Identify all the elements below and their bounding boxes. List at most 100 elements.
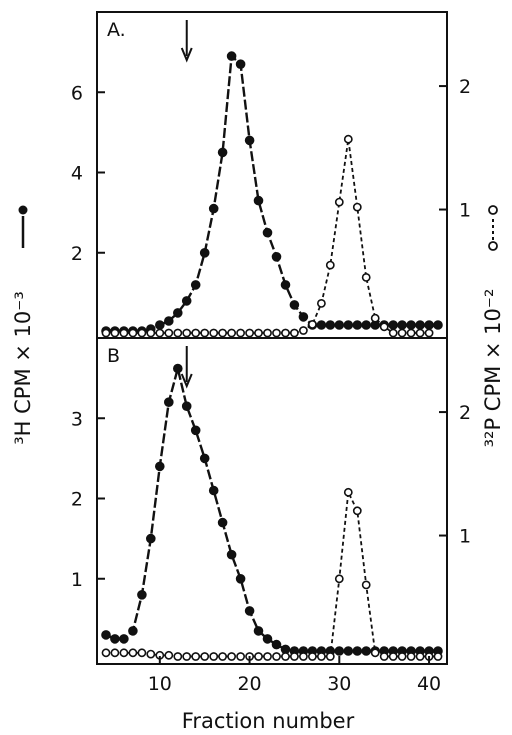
data-point-32p bbox=[388, 328, 398, 338]
data-point-3h bbox=[155, 320, 165, 330]
data-point-32p bbox=[343, 134, 353, 144]
data-point-3h bbox=[119, 634, 129, 644]
data-point-32p bbox=[110, 648, 120, 658]
x-axis-title: Fraction number bbox=[182, 709, 355, 733]
x-tick-label: 40 bbox=[417, 673, 441, 695]
data-point-32p bbox=[298, 652, 308, 661]
data-point-32p bbox=[316, 298, 326, 308]
data-point-32p bbox=[388, 652, 398, 661]
data-point-32p bbox=[155, 328, 165, 338]
data-point-32p bbox=[379, 652, 389, 661]
data-point-32p bbox=[289, 652, 299, 661]
data-point-32p bbox=[146, 649, 156, 659]
data-point-3h bbox=[217, 517, 228, 528]
data-point-3h bbox=[173, 363, 183, 374]
data-point-32p bbox=[415, 328, 425, 338]
right-legend-open-marker-end bbox=[488, 205, 498, 215]
data-point-3h bbox=[280, 280, 291, 290]
panel-b: B 1 2 3 1 2 bbox=[71, 337, 471, 665]
data-point-32p bbox=[164, 328, 174, 338]
data-point-32p bbox=[209, 652, 219, 661]
data-point-32p bbox=[397, 328, 407, 338]
data-point-3h bbox=[226, 549, 237, 560]
data-point-3h bbox=[226, 51, 237, 61]
data-point-32p bbox=[352, 506, 362, 516]
data-point-32p bbox=[137, 648, 147, 658]
data-point-3h bbox=[388, 320, 399, 330]
data-point-3h bbox=[343, 646, 354, 656]
right-axis-legend-symbol bbox=[488, 205, 498, 251]
data-point-32p bbox=[406, 328, 416, 338]
data-point-32p bbox=[334, 197, 344, 207]
data-point-32p bbox=[200, 652, 210, 661]
x-axis: 10 20 30 40 bbox=[148, 656, 441, 695]
data-point-3h bbox=[289, 300, 300, 310]
data-point-32p bbox=[334, 574, 344, 584]
x-tick-label: 30 bbox=[327, 673, 351, 695]
data-point-32p bbox=[164, 650, 174, 660]
data-point-3h bbox=[244, 606, 255, 616]
data-point-32p bbox=[101, 648, 111, 658]
panel-frame bbox=[96, 11, 448, 339]
left-tick-label: 4 bbox=[71, 163, 83, 185]
data-point-32p bbox=[191, 328, 201, 338]
data-point-3h bbox=[343, 320, 354, 330]
data-point-3h bbox=[361, 320, 372, 330]
data-point-32p bbox=[281, 652, 290, 661]
x-tick-label: 10 bbox=[148, 673, 172, 695]
data-point-3h bbox=[164, 316, 174, 326]
data-point-3h bbox=[397, 320, 407, 330]
data-point-32p bbox=[316, 652, 326, 661]
left-axis-title-text: ³H CPM × 10⁻³ bbox=[11, 291, 35, 445]
data-point-32p bbox=[352, 202, 362, 212]
data-point-3h bbox=[262, 227, 273, 238]
data-point-32p bbox=[200, 328, 210, 338]
data-point-3h bbox=[235, 574, 246, 584]
right-tick-label: 2 bbox=[459, 76, 471, 98]
data-point-3h bbox=[334, 320, 345, 330]
data-point-3h bbox=[208, 485, 219, 496]
data-point-32p bbox=[128, 328, 138, 338]
right-tick-label: 2 bbox=[459, 402, 471, 424]
data-point-32p bbox=[218, 652, 227, 661]
data-point-3h bbox=[146, 533, 156, 544]
data-point-32p bbox=[272, 328, 281, 338]
right-tick-label: 1 bbox=[459, 200, 471, 222]
right-axis-title: ³²P CPM × 10⁻² bbox=[481, 205, 505, 447]
panel-label: B bbox=[107, 345, 120, 367]
panel-label: A. bbox=[107, 19, 126, 41]
data-point-3h bbox=[235, 59, 246, 69]
data-point-3h bbox=[190, 425, 201, 436]
data-point-32p bbox=[119, 328, 129, 338]
data-point-3h bbox=[262, 634, 273, 644]
arrow-head bbox=[180, 373, 193, 389]
data-point-3h bbox=[190, 280, 201, 290]
left-axis-title: ³H CPM × 10⁻³ bbox=[11, 205, 35, 445]
data-point-3h bbox=[181, 296, 192, 306]
data-point-3h bbox=[361, 646, 372, 656]
data-point-3h bbox=[352, 646, 363, 656]
data-point-32p bbox=[415, 652, 425, 661]
data-point-3h bbox=[325, 320, 336, 330]
data-point-32p bbox=[209, 328, 219, 338]
data-point-3h bbox=[298, 312, 309, 322]
data-point-32p bbox=[227, 328, 236, 338]
left-tick-label: 2 bbox=[71, 243, 83, 265]
data-point-32p bbox=[298, 326, 308, 335]
series-3h-line bbox=[105, 368, 438, 653]
data-point-32p bbox=[236, 652, 245, 661]
data-point-32p bbox=[289, 328, 299, 338]
data-point-3h bbox=[181, 401, 192, 412]
data-point-3h bbox=[271, 639, 282, 650]
panel-frame bbox=[96, 337, 448, 665]
data-point-3h bbox=[334, 646, 345, 656]
left-tick-label: 2 bbox=[71, 489, 83, 511]
data-point-3h bbox=[208, 203, 219, 214]
data-point-3h bbox=[164, 397, 174, 408]
data-point-3h bbox=[199, 248, 210, 258]
data-point-32p bbox=[406, 652, 416, 661]
data-point-32p bbox=[424, 328, 434, 338]
data-point-3h bbox=[110, 634, 120, 644]
data-point-3h bbox=[173, 308, 183, 318]
